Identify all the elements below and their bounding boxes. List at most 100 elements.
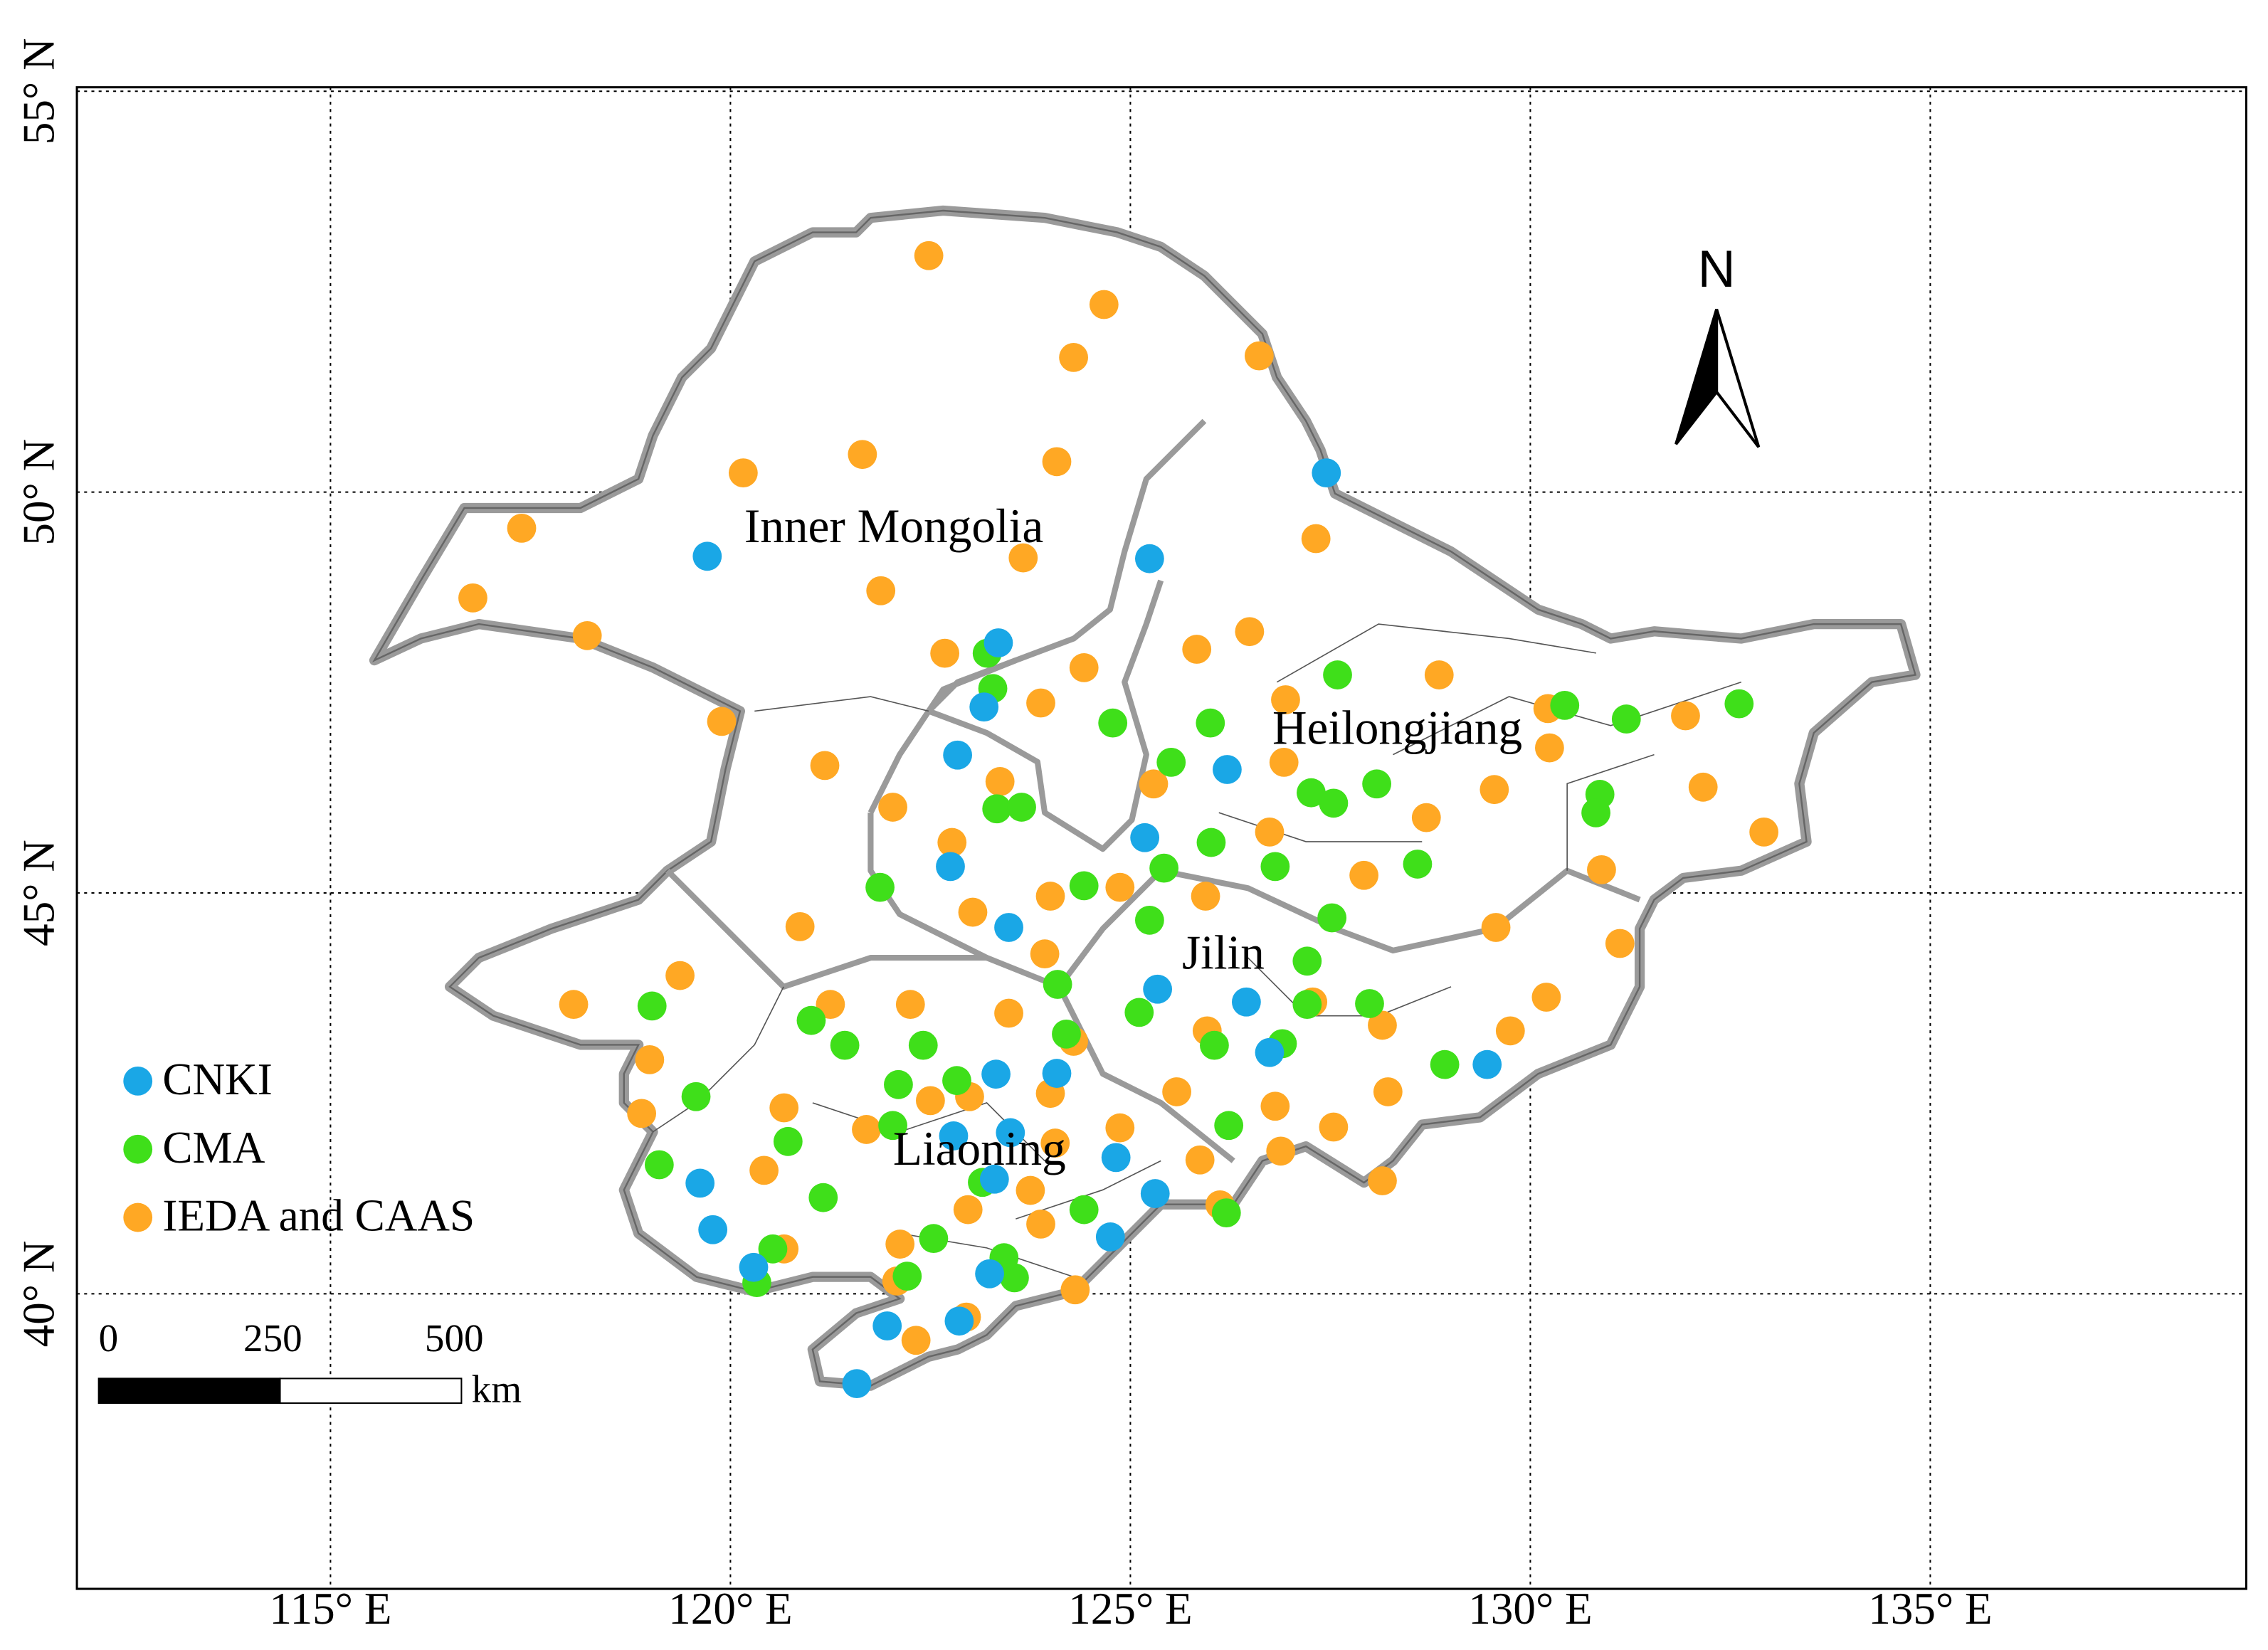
station-point: [1269, 747, 1299, 777]
station-point: [830, 1030, 860, 1060]
legend-label: IEDA and CAAS: [162, 1191, 475, 1241]
station-point: [1026, 688, 1055, 718]
station-point: [865, 872, 895, 902]
station-point: [943, 740, 973, 770]
station-point: [1149, 853, 1179, 883]
legend-marker: [123, 1066, 153, 1096]
scale-tick-label: 250: [243, 1316, 302, 1360]
station-point: [1319, 1112, 1349, 1142]
station-point: [1611, 704, 1641, 734]
station-point: [944, 1306, 974, 1336]
x-tick-label: 130° E: [1468, 1584, 1592, 1634]
station-point: [953, 1195, 983, 1225]
y-tick-label: 40° N: [14, 1240, 64, 1347]
station-point: [665, 961, 695, 990]
station-point: [808, 1183, 838, 1212]
station-point: [1368, 1166, 1397, 1195]
station-point: [1213, 755, 1242, 784]
station-point: [1156, 747, 1186, 777]
station-point: [1535, 733, 1564, 763]
station-point: [878, 1111, 907, 1141]
station-point: [1271, 685, 1300, 714]
station-point: [681, 1082, 711, 1111]
station-point: [1211, 1198, 1241, 1227]
station-point: [983, 628, 1013, 657]
station-point: [930, 638, 960, 668]
scale-tick-label: 500: [425, 1316, 484, 1360]
station-point: [981, 1059, 1011, 1089]
station-point: [1008, 543, 1038, 573]
station-point: [816, 990, 845, 1020]
station-point: [1301, 524, 1331, 554]
station-point: [1319, 788, 1349, 818]
station-point: [1312, 458, 1341, 488]
station-point: [707, 707, 737, 736]
station-point: [1105, 872, 1135, 902]
station-point: [1101, 1143, 1131, 1173]
station-point: [1581, 798, 1610, 827]
station-point: [1042, 1059, 1072, 1088]
station-point: [1089, 290, 1119, 319]
station-point: [1196, 827, 1226, 857]
station-point: [1255, 818, 1285, 847]
station-point: [1095, 1222, 1125, 1252]
station-point: [1105, 1113, 1135, 1143]
station-point: [1260, 852, 1290, 882]
station-point: [1134, 544, 1164, 573]
station-point: [1671, 701, 1700, 731]
station-point: [1480, 775, 1509, 805]
scale-tick-label: 0: [99, 1316, 119, 1360]
legend-label: CMA: [162, 1123, 265, 1173]
station-point: [1255, 1037, 1285, 1067]
station-point: [842, 1369, 872, 1398]
station-point: [749, 1155, 779, 1185]
station-point: [872, 1311, 902, 1340]
station-point: [644, 1150, 674, 1180]
station-point: [1098, 708, 1128, 738]
station-point: [919, 1224, 949, 1254]
station-point: [698, 1215, 728, 1244]
region-label: Inner Mongolia: [744, 499, 1043, 553]
station-point: [914, 240, 944, 270]
station-point: [1688, 772, 1718, 802]
station-point: [1724, 689, 1754, 719]
station-point: [958, 897, 988, 927]
station-point: [994, 913, 1023, 942]
north-label: N: [1698, 240, 1736, 298]
scale-unit: km: [472, 1367, 522, 1410]
station-point: [1495, 1016, 1525, 1046]
station-point: [1060, 1275, 1090, 1305]
station-point: [1605, 929, 1635, 958]
station-point: [895, 990, 925, 1020]
station-point: [1550, 690, 1580, 720]
station-point: [572, 620, 602, 650]
station-point: [1140, 1179, 1170, 1208]
grid: [77, 87, 2247, 1590]
station-point: [1134, 905, 1164, 935]
station-point: [1472, 1049, 1502, 1079]
station-point: [773, 1126, 803, 1156]
province-border: [867, 657, 1017, 814]
station-point: [1143, 974, 1173, 1004]
station-point: [1368, 1010, 1397, 1040]
station-point: [1069, 653, 1099, 682]
station-point: [1317, 903, 1347, 933]
station-point: [1481, 913, 1511, 942]
station-point: [1030, 939, 1060, 969]
map-frame: [75, 86, 2247, 1590]
station-point: [635, 1045, 665, 1074]
station-point: [985, 767, 1015, 796]
station-point: [1231, 987, 1261, 1017]
station-point: [1292, 946, 1322, 976]
station-point: [1373, 1077, 1403, 1106]
station-point: [1052, 1019, 1081, 1049]
y-tick-label: 50° N: [14, 439, 64, 546]
legend-label: CNKI: [162, 1054, 272, 1104]
station-point: [1043, 970, 1072, 999]
x-tick-label: 115° E: [269, 1584, 391, 1634]
station-point: [1130, 823, 1160, 852]
station-point: [1362, 769, 1391, 799]
station-point: [884, 1069, 913, 1099]
station-point: [908, 1030, 938, 1060]
